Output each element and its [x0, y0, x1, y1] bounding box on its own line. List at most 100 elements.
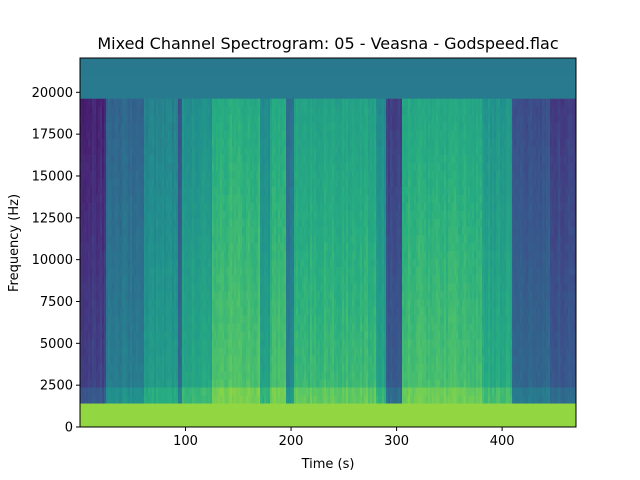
heatmap-cell [84, 418, 87, 427]
heatmap-cell [274, 202, 277, 212]
heatmap-cell [114, 90, 117, 99]
heatmap-cell [196, 114, 199, 123]
heatmap-cell [136, 122, 139, 131]
heatmap-cell [222, 114, 225, 123]
heatmap-cell [140, 90, 143, 99]
heatmap-cell [192, 106, 195, 115]
heatmap-cell [232, 194, 235, 203]
heatmap-cell [246, 194, 249, 203]
heatmap-cell [204, 266, 207, 276]
heatmap-cell [256, 146, 259, 155]
heatmap-cell [142, 106, 145, 115]
heatmap-cell [210, 210, 213, 220]
heatmap-cell [194, 402, 197, 412]
heatmap-cell [112, 386, 115, 396]
heatmap-cell [170, 74, 173, 83]
heatmap-cell [132, 274, 135, 284]
heatmap-cell [254, 66, 257, 75]
heatmap-cell [208, 338, 211, 348]
heatmap-cell [192, 74, 195, 83]
heatmap-cell [186, 362, 189, 372]
heatmap-cell [256, 346, 259, 356]
heatmap-cell [130, 242, 133, 252]
heatmap-cell [104, 346, 107, 356]
heatmap-cell [230, 378, 233, 388]
heatmap-cell [236, 250, 239, 260]
heatmap-cell [264, 154, 267, 163]
heatmap-cell [184, 290, 187, 300]
heatmap-cell [218, 418, 221, 427]
heatmap-cell [288, 370, 291, 380]
heatmap-cell [212, 290, 215, 300]
heatmap-cell [108, 250, 111, 260]
heatmap-cell [80, 66, 83, 75]
heatmap-cell [254, 250, 257, 260]
heatmap-cell [200, 218, 203, 228]
heatmap-cell [172, 314, 175, 324]
heatmap-cell [296, 386, 299, 396]
heatmap-cell [174, 322, 177, 332]
heatmap-cell [168, 266, 171, 276]
heatmap-cell [286, 258, 289, 268]
heatmap-cell [296, 378, 299, 388]
heatmap-cell [110, 330, 113, 340]
heatmap-cell [258, 170, 261, 179]
heatmap-cell [198, 226, 201, 236]
heatmap-cell [124, 250, 127, 260]
heatmap-cell [284, 306, 287, 316]
heatmap-cell [116, 282, 119, 292]
heatmap-cell [152, 210, 155, 220]
heatmap-cell [84, 90, 87, 99]
heatmap-cell [234, 258, 237, 268]
heatmap-cell [146, 58, 149, 67]
heatmap-cell [286, 306, 289, 316]
heatmap-cell [294, 274, 297, 284]
heatmap-cell [222, 58, 225, 67]
heatmap-cell [94, 234, 97, 244]
heatmap-cell [102, 346, 105, 356]
heatmap-cell [276, 106, 279, 115]
heatmap-cell [250, 274, 253, 284]
heatmap-cell [170, 170, 173, 179]
heatmap-cell [178, 266, 181, 276]
heatmap-cell [110, 154, 113, 163]
heatmap-cell [204, 290, 207, 300]
heatmap-cell [238, 338, 241, 348]
heatmap-cell [158, 58, 161, 67]
heatmap-cell [256, 386, 259, 396]
heatmap-cell [148, 154, 151, 163]
heatmap-cell [182, 178, 185, 187]
heatmap-cell [92, 58, 95, 67]
heatmap-cell [178, 98, 181, 107]
heatmap-cell [188, 178, 191, 187]
heatmap-cell [206, 274, 209, 284]
heatmap-cell [254, 290, 257, 300]
heatmap-cell [174, 106, 177, 115]
heatmap-cell [92, 418, 95, 427]
heatmap-cell [166, 378, 169, 388]
heatmap-cell [120, 378, 123, 388]
heatmap-cell [268, 386, 271, 396]
heatmap-cell [126, 194, 129, 203]
heatmap-cell [294, 314, 297, 324]
heatmap-cell [218, 298, 221, 308]
heatmap-cell [136, 258, 139, 268]
heatmap-cell [232, 82, 235, 91]
heatmap-cell [108, 194, 111, 203]
heatmap-cell [110, 202, 113, 212]
heatmap-cell [116, 394, 119, 404]
heatmap-cell [172, 274, 175, 284]
heatmap-cell [150, 306, 153, 316]
heatmap-cell [218, 386, 221, 396]
heatmap-cell [186, 338, 189, 348]
heatmap-cell [180, 122, 183, 131]
heatmap-cell [250, 90, 253, 99]
heatmap-cell [114, 114, 117, 123]
heatmap-cell [248, 162, 251, 171]
heatmap-cell [174, 154, 177, 163]
heatmap-cell [194, 218, 197, 228]
heatmap-cell [234, 330, 237, 340]
heatmap-cell [174, 250, 177, 260]
heatmap-cell [232, 74, 235, 83]
heatmap-cell [132, 378, 135, 388]
